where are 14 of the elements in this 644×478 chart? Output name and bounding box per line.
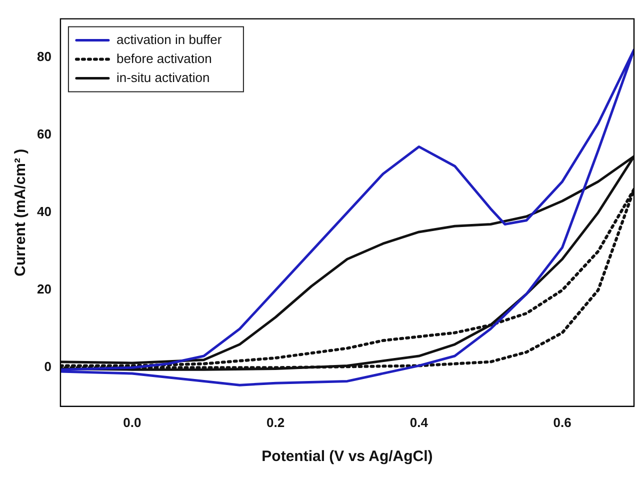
x-tick-label: 0.2 bbox=[266, 414, 285, 430]
y-axis-title: Current (mA/cm² ) bbox=[12, 148, 30, 276]
y-tick-label: 60 bbox=[36, 126, 52, 142]
y-tick-label: 40 bbox=[36, 204, 52, 220]
y-tick-label: 0 bbox=[44, 359, 52, 374]
x-tick-label: 0.4 bbox=[410, 414, 429, 430]
y-tick-label: 20 bbox=[36, 282, 52, 297]
x-tick-label: 0.6 bbox=[553, 414, 572, 430]
y-tick-label: 80 bbox=[36, 49, 52, 64]
legend-label: activation in buffer bbox=[116, 32, 222, 47]
legend-label: in-situ activation bbox=[116, 70, 210, 85]
x-axis-title: Potential (V vs Ag/AgCl) bbox=[262, 448, 433, 466]
x-tick-label: 0.0 bbox=[123, 414, 142, 430]
legend-label: before activation bbox=[116, 50, 212, 66]
